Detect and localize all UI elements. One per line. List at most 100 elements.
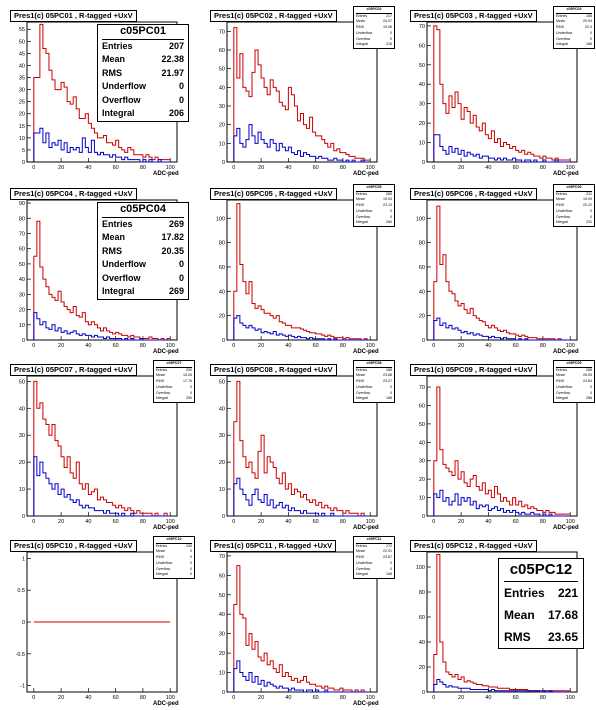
histogram-pad-c05PC02: 0 10 20 30 40 50 60 70 0 20 40 60 80 100 Pres1(c) 05PC…: [205, 6, 395, 178]
y-tick-label: 40: [19, 406, 25, 412]
stats-row-mean: Mean 17.82: [102, 231, 184, 245]
stats-value: 168: [386, 572, 392, 577]
histogram-title: Pres1(c) 05PC05 , R-tagged +UxV: [210, 188, 337, 200]
stats-box: c05PC11 Entries 172 Mean 22.91 RMS 23.67 Underf…: [353, 536, 395, 579]
stats-row-underflow: Underflow 0: [156, 561, 192, 567]
y-tick-label: 0: [422, 690, 425, 696]
stats-label: Underflow: [102, 259, 146, 269]
x-tick-label: 0: [232, 695, 235, 701]
histogram-red-series: [433, 25, 571, 162]
stats-value: 269: [168, 286, 184, 296]
histogram-svg: 0 10 20 30 40 50 60 70 80 90 0 20 40 60 80 100: [19, 199, 178, 349]
stats-value: 21.97: [161, 67, 184, 78]
histogram-title: Pres1(c) 05PC10 , R-tagged +UxV: [10, 540, 137, 552]
stats-value: 0: [390, 384, 392, 389]
stats-label: RMS: [556, 25, 564, 30]
stats-value: 250: [186, 367, 192, 372]
stats-name: c05PC04: [102, 203, 184, 218]
histogram-red-series: [33, 380, 171, 517]
x-tick-label: 20: [58, 343, 64, 349]
stats-value: 172: [386, 543, 392, 548]
stats-label: Overflow: [356, 36, 371, 41]
y-tick-label: 40: [19, 277, 25, 283]
x-tick-label: 60: [313, 343, 319, 349]
stats-row-mean: Mean 24.07: [356, 19, 392, 25]
plot-frame: [426, 375, 578, 517]
y-tick-label: 30: [19, 292, 25, 298]
y-tick-label: 30: [19, 433, 25, 439]
histogram-blue-series: [433, 317, 571, 341]
stats-label: Mean: [356, 19, 365, 24]
stats-label: Entries: [556, 191, 568, 196]
stats-row-integral: Integral 188: [356, 396, 392, 402]
stats-row-rms: RMS 20.22: [556, 203, 592, 209]
stats-row-entries: Entries 188: [356, 368, 392, 374]
stats-row-underflow: Underflow 0: [356, 561, 392, 567]
y-tick-label: 40: [219, 289, 225, 295]
x-tick-label: 40: [485, 165, 491, 171]
stats-label: Integral: [156, 396, 168, 401]
stats-value: 24.07: [383, 19, 392, 24]
x-tick-label: 60: [513, 519, 519, 525]
stats-value: 0: [590, 390, 592, 395]
y-tick-label: 30: [219, 433, 225, 439]
stats-row-underflow: Underflow 0: [102, 258, 184, 272]
stats-value: 20.22: [583, 203, 592, 208]
stats-label: Overflow: [356, 390, 371, 395]
stats-label: RMS: [156, 555, 164, 560]
stats-value: 0: [390, 214, 392, 219]
y-tick-label: 10: [219, 141, 225, 147]
y-tick-label: 80: [19, 216, 25, 222]
y-tick-label: 45: [19, 51, 25, 57]
x-tick-label: 40: [85, 343, 91, 349]
x-tick-label: 40: [485, 695, 491, 701]
stats-row-rms: RMS 19.96: [356, 25, 392, 31]
stats-name: c05PC06: [556, 185, 592, 192]
x-tick-label: 0: [432, 695, 435, 701]
x-tick-label: 80: [540, 343, 546, 349]
x-axis-label: ADC-ped: [153, 525, 179, 531]
stats-label: RMS: [356, 25, 364, 30]
stats-row-rms: RMS 22.4: [556, 25, 592, 31]
x-tick-label: 40: [285, 519, 291, 525]
x-tick-label: 40: [285, 695, 291, 701]
y-tick-label: 70: [219, 29, 225, 35]
stats-value: 0: [190, 560, 192, 565]
stats-row-overflow: Overflow 0: [156, 391, 192, 397]
y-tick-label: 40: [419, 440, 425, 446]
histogram-svg: -1 -0.5 0 0.5 1 0 20 40 60 80 100: [16, 551, 178, 701]
x-tick-label: 0: [232, 165, 235, 171]
stats-name: c05PC03: [556, 7, 592, 14]
x-axis-label: ADC-ped: [353, 349, 379, 355]
stats-value: 26.05: [583, 373, 592, 378]
stats-value: 250: [186, 396, 192, 401]
x-tick-label: 0: [32, 165, 35, 171]
y-tick-label: 0: [422, 338, 425, 344]
stats-value: 206: [168, 108, 184, 118]
y-tick-label: 30: [219, 104, 225, 110]
histogram-pad-c05PC03: 0 10 20 30 40 50 60 70 0 20 40 60 80 100 Pres1(c) 05PC…: [405, 6, 595, 178]
stats-label: RMS: [102, 245, 122, 256]
histogram-blue-series: [433, 134, 571, 163]
stats-row-integral: Integral 206: [102, 107, 184, 121]
x-tick-label: 40: [85, 165, 91, 171]
stats-label: Overflow: [156, 390, 171, 395]
y-tick-label: 20: [19, 460, 25, 466]
histogram-title: Pres1(c) 05PC04 , R-tagged +UxV: [10, 188, 137, 200]
stats-value: 19.03: [383, 197, 392, 202]
stats-value: 100: [186, 543, 192, 548]
stats-row-rms: RMS 0: [156, 555, 192, 561]
x-tick-label: 20: [458, 695, 464, 701]
stats-label: Entries: [356, 13, 368, 18]
y-tick-label: 60: [419, 265, 425, 271]
x-tick-label: 80: [540, 695, 546, 701]
stats-value: 0: [390, 560, 392, 565]
stats-row-underflow: Underflow 0: [556, 209, 592, 215]
y-tick-label: 50: [419, 63, 425, 69]
stats-label: Mean: [556, 19, 565, 24]
x-tick-label: 80: [540, 165, 546, 171]
stats-box: c05PC04 Entries 269 Mean 17.82 RMS 20.35 Underf…: [97, 202, 189, 300]
y-tick-label: 1: [22, 556, 25, 562]
stats-row-integral: Integral 269: [102, 285, 184, 299]
histogram-red-series: [233, 27, 371, 162]
